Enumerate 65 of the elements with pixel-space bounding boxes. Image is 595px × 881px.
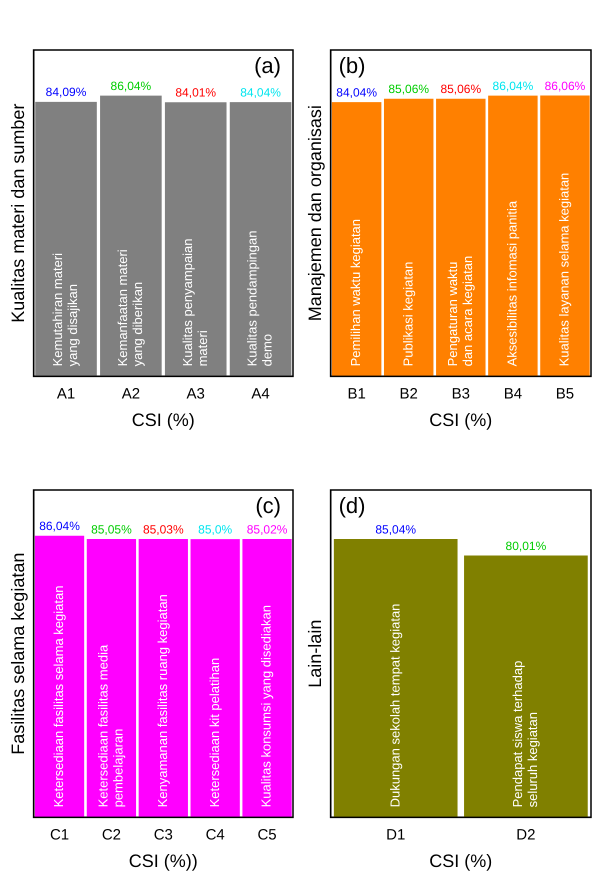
chart-title: (c) [255,493,281,518]
data-label: 86,04% [492,78,534,93]
y-axis-title: Lain-lain [304,620,325,688]
annotation: Pengaturan waktu dan acara kegiatan [444,256,475,366]
annotation: Ketersediaan kit pelatihan [206,658,222,808]
bar [436,98,486,376]
annotation: Kualitas konsumsi yang disediakan [258,605,274,808]
data-label: 80,01% [506,538,547,553]
annotation: Kualitas penyampaian materi [180,238,210,366]
annotation: Ketersediaan fasilitas selama kegiatan [51,586,66,808]
y-axis-title: Fasilitas selama kegiatan [8,552,28,755]
annotation: Kemutahiran materi yang disajikan [50,252,80,366]
data-label: 85,05% [91,522,132,536]
data-label: 85,02% [246,522,288,536]
x-tick-label: B4 [504,386,522,403]
x-tick-label: A3 [186,386,205,403]
x-axis-title: CSI (%) [132,410,195,430]
x-tick-label: D2 [516,826,536,844]
chart-title: (b) [338,53,366,78]
y-axis-title: Kualitas materi dan sumber [8,104,28,323]
x-tick-label: C3 [154,826,173,844]
x-tick-label: A1 [56,386,76,403]
x-tick-label: B5 [556,386,574,403]
annotation: Publikasi kegiatan [400,262,416,366]
annotation: Pemilihan waktu kegiatan [348,218,364,366]
data-label: 86,04% [110,78,152,93]
x-tick-label: A2 [122,386,140,403]
data-label: 85,06% [388,82,430,96]
bar [488,96,538,376]
chart-title: (a) [254,53,281,78]
data-label: 84,04% [240,85,282,100]
bar [384,98,434,376]
y-axis-title: Manajemen dan organisasi [304,105,325,322]
x-tick-label: C1 [50,826,70,844]
data-label: 85,06% [440,82,482,96]
annotation: Dukungan sekolah tempat kegiatan [387,604,402,808]
data-label: 86,06% [544,78,586,93]
bar [332,102,382,376]
data-label: 84,04% [336,85,378,100]
data-label: 85,0% [198,522,233,536]
annotation: Kenyamanan fasilitas ruang kegiatan [154,594,170,808]
x-tick-label: B3 [452,386,470,403]
x-tick-label: B2 [400,386,418,403]
x-axis-title: CSI (%) [429,410,492,430]
x-tick-label: D1 [386,826,406,844]
annotation: Kualitas layanan selama kegiatan [556,172,572,366]
chart-title: (d) [338,493,366,518]
data-label: 85,04% [375,522,416,536]
x-tick-label: C5 [257,826,277,844]
data-label: 84,01% [175,86,216,100]
annotation: Ketersediaan fasilitas media pembelajaran [96,644,126,808]
x-tick-label: A4 [251,386,270,403]
annotation: Kemanfaatan materi yang diberikan [114,249,145,366]
data-label: 84,09% [46,85,87,100]
x-axis-title: CSI (%) [429,851,492,872]
annotation: Kualitas pendampingan demo [244,230,275,366]
x-tick-label: C4 [206,826,225,844]
annotation: Pendapat siswa terhadap seluruh kegiatan [510,660,540,808]
data-label: 86,04% [39,519,80,534]
x-axis-title: CSI (%)) [128,851,198,872]
x-tick-label: B1 [347,386,366,403]
annotation: Aksesibilitas infomasi panitia [504,200,520,366]
bar [540,96,590,376]
x-tick-label: C2 [102,826,122,844]
data-label: 85,03% [142,522,184,536]
